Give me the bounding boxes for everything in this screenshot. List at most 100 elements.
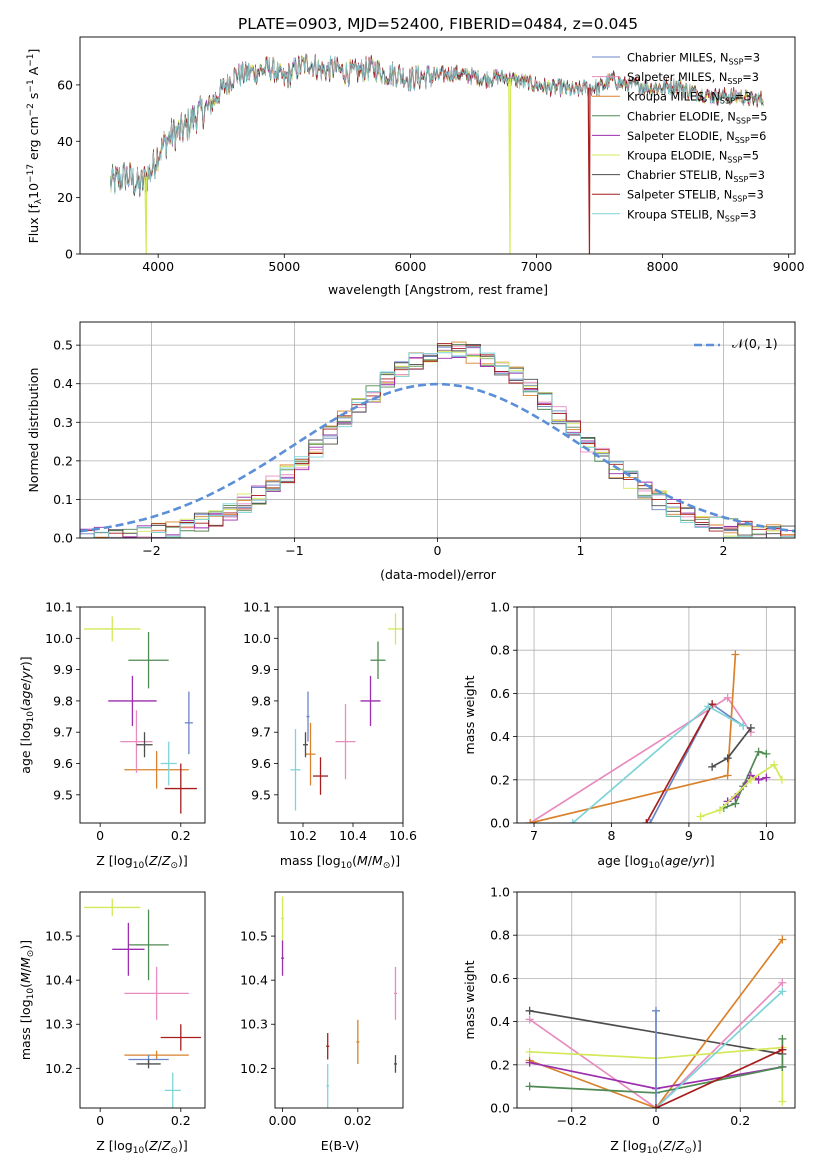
legend-entry: Kroupa STELIB, NSSP=3 <box>627 208 756 223</box>
y-tick-label: 0.1 <box>53 492 73 507</box>
spectrum-lines <box>109 53 764 254</box>
axes-frame <box>516 606 796 824</box>
x-tick-label: 1 <box>577 543 585 558</box>
x-tick-label: 0 <box>96 828 104 843</box>
x-tick-label: 8000 <box>647 259 679 274</box>
weight-marker <box>525 1047 534 1056</box>
x-axis-label: mass [log10(M/M⊙)] <box>280 853 400 871</box>
y-tick-label: 9.7 <box>53 725 73 740</box>
x-tick-label: 10.4 <box>339 828 367 843</box>
weight-marker <box>652 1006 660 1015</box>
legend-entry: Kroupa MILES, NSSP=3 <box>627 91 752 106</box>
panel-mass-vs-Z: 0 0.2 10.2 10.3 10.4 10.5 Z [log10(Z/Z⊙)] mass … <box>18 891 206 1156</box>
y-tick-label: 9.8 <box>53 693 73 708</box>
y-tick-label: 9.6 <box>53 756 73 771</box>
axes-frame <box>79 321 796 539</box>
weight-marker <box>778 987 787 996</box>
x-tick-label: 2 <box>720 543 728 558</box>
x-axis-label: Z [log10(Z/Z⊙)] <box>96 1138 188 1156</box>
y-tick-label: 10.1 <box>243 600 271 615</box>
y-axis-label: Flux [fλ10−17 erg cm−2 s−1 A−1] <box>26 49 44 244</box>
figure-title: PLATE=0903, MJD=52400, FIBERID=0484, z=0… <box>238 15 638 33</box>
y-tick-label: 9.8 <box>251 693 271 708</box>
weight-marker <box>652 1104 660 1108</box>
spectrum-drop <box>587 87 591 254</box>
spectrum-drop <box>144 177 148 254</box>
panel-age-vs-Z: 0 0.2 9.5 9.6 9.7 9.8 9.9 10.0 10.1 Z [log10(Z/Z⊙… <box>18 600 206 871</box>
y-tick-label: 9.5 <box>53 787 73 802</box>
legend-entry: Chabrier STELIB, NSSP=3 <box>627 169 765 184</box>
y-tick-label: 9.5 <box>251 787 271 802</box>
errorbars <box>84 616 197 814</box>
x-tick-label: 8 <box>607 828 615 843</box>
weight-marker <box>754 775 763 784</box>
y-tick-label: 0.0 <box>53 531 73 546</box>
weight-marker <box>778 978 787 987</box>
x-tick-label: 4000 <box>142 259 174 274</box>
weight-series <box>529 982 783 1108</box>
weight-marker <box>739 721 748 730</box>
weight-marker <box>525 1058 534 1067</box>
weight-series <box>655 990 783 1108</box>
y-tick-label: 10.4 <box>240 973 268 988</box>
x-tick-label: 10 <box>758 828 774 843</box>
weight-marker <box>754 747 763 756</box>
y-axis-label: mass weight <box>462 675 477 754</box>
weight-series <box>530 654 737 823</box>
weight-marker <box>723 771 732 780</box>
weight-marker <box>525 1015 534 1024</box>
y-tick-label: 0.4 <box>490 729 510 744</box>
y-tick-label: 0.5 <box>53 338 73 353</box>
x-axis-label: age [log10(age/yr)] <box>597 853 714 871</box>
weight-marker <box>642 819 651 823</box>
y-tick-label: 0.8 <box>490 928 510 943</box>
weight-marker <box>778 1062 787 1071</box>
weight-marker <box>778 1045 787 1054</box>
x-tick-label: −2 <box>142 543 160 558</box>
weight-series <box>711 727 752 768</box>
weight-marker <box>777 775 786 784</box>
axes-frame <box>274 891 404 1109</box>
y-tick-label: 0.2 <box>490 1057 510 1072</box>
x-tick-label: 10.2 <box>289 828 317 843</box>
weight-marker <box>778 1034 787 1043</box>
weight-lines <box>526 650 786 823</box>
histogram-step <box>80 346 795 538</box>
y-tick-label: 40 <box>57 134 73 149</box>
normal-curve <box>80 382 795 533</box>
weight-marker <box>723 754 732 763</box>
x-tick-label: 0.2 <box>171 828 191 843</box>
weight-marker <box>696 812 705 821</box>
x-tick-label: 9000 <box>773 259 805 274</box>
errorbars <box>290 613 403 811</box>
legend-entry: Kroupa ELODIE, NSSP=5 <box>627 150 759 165</box>
y-tick-label: 10.0 <box>243 631 271 646</box>
errorbars <box>281 896 397 1108</box>
axes-frame <box>79 606 206 824</box>
y-tick-label: 10.1 <box>45 600 73 615</box>
spectrum-line <box>109 53 764 195</box>
y-tick-label: 0.4 <box>490 1014 510 1029</box>
x-tick-label: 0.2 <box>730 1113 750 1128</box>
spectrum-drop <box>508 78 512 254</box>
weight-marker <box>746 723 755 732</box>
histograms <box>80 341 795 538</box>
x-tick-label: 5000 <box>268 259 300 274</box>
weight-marker <box>525 1006 534 1015</box>
x-tick-label: 7000 <box>521 259 553 274</box>
axes-frame <box>79 36 796 255</box>
panel-age-vs-mass: 10.2 10.4 10.6 9.5 9.6 9.7 9.8 9.9 10.0 10.1 mass … <box>243 600 417 872</box>
x-tick-label: 0 <box>434 543 442 558</box>
y-tick-label: 9.9 <box>53 662 73 677</box>
panel-mass-vs-EBV: 0.00 0.02 10.2 10.3 10.4 10.5 E(B-V) <box>240 891 404 1153</box>
y-tick-label: 0.8 <box>490 643 510 658</box>
legend-entry: Salpeter MILES, NSSP=3 <box>627 71 759 86</box>
y-tick-label: 0.0 <box>490 1101 510 1116</box>
panel-spectrum: 4000 5000 6000 7000 8000 9000 0 20 40 60 wavelengt… <box>26 36 805 297</box>
weight-marker <box>731 650 740 659</box>
weight-marker <box>568 819 577 823</box>
x-tick-label: 9 <box>685 828 693 843</box>
x-tick-label: 0 <box>652 1113 660 1128</box>
panel-weight-vs-Z: −0.2 0 0.2 0.0 0.2 0.4 0.6 0.8 1.0 Z [log10(Z/Z⊙)… <box>462 885 796 1156</box>
y-tick-label: 10.5 <box>240 929 268 944</box>
